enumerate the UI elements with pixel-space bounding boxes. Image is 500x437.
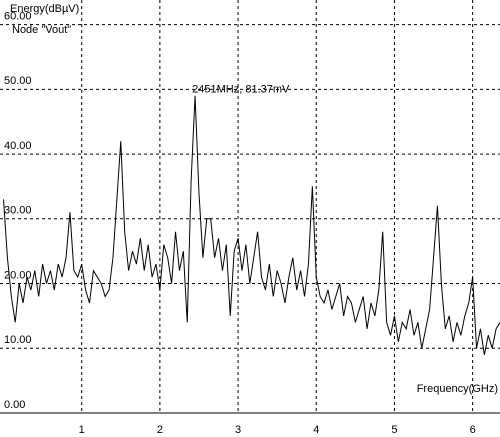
y-tick-label: 10.00 xyxy=(4,334,32,346)
annotation: 2451MHz, 81.37mV xyxy=(192,84,290,96)
y-tick-label: 20.00 xyxy=(4,269,32,281)
x-tick-label: 3 xyxy=(235,424,241,436)
series-line xyxy=(3,95,500,355)
y-tick-label: 0.00 xyxy=(4,399,25,411)
x-tick-label: 4 xyxy=(313,424,319,436)
y-tick-label: 50.00 xyxy=(4,75,32,87)
subtitle: Node "Vout" xyxy=(12,24,71,36)
y-tick-label: 40.00 xyxy=(4,140,32,152)
x-tick-label: 5 xyxy=(391,424,397,436)
x-tick-label: 1 xyxy=(79,424,85,436)
plot xyxy=(0,0,500,414)
y-tick-label: 60.00 xyxy=(4,11,32,23)
y-axis-label: Energy(dBµV) xyxy=(10,3,79,15)
x-axis-label: Frequency(GHz) xyxy=(417,383,498,395)
y-tick-label: 30.00 xyxy=(4,205,32,217)
x-tick-label: 6 xyxy=(470,424,476,436)
x-tick-label: 2 xyxy=(157,424,163,436)
